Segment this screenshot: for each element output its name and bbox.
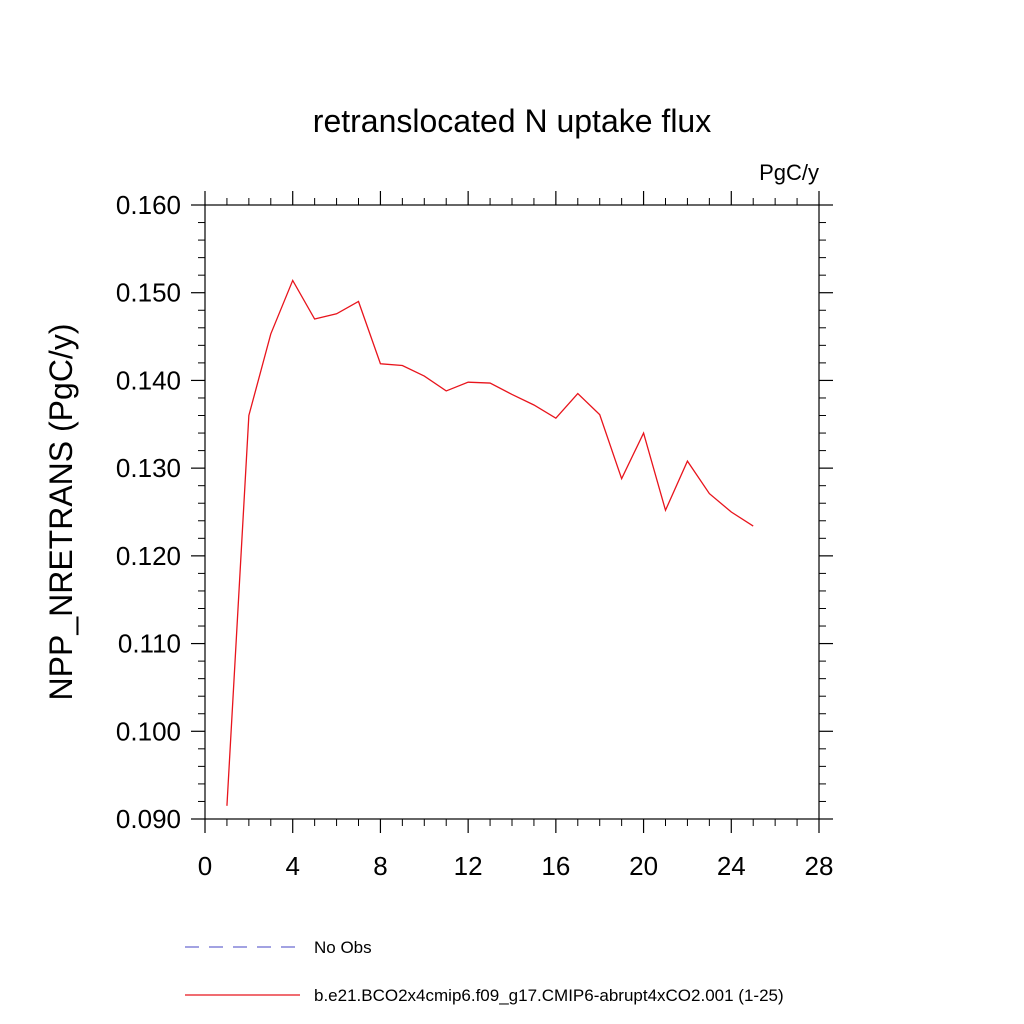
y-tick-label: 0.100 <box>116 716 181 746</box>
data-series <box>226 278 754 806</box>
x-tick-label: 12 <box>454 851 483 881</box>
x-tick-label: 24 <box>717 851 746 881</box>
x-tick-label: 8 <box>373 851 387 881</box>
x-tick-label: 28 <box>805 851 834 881</box>
y-tick-label: 0.130 <box>116 453 181 483</box>
chart-title: retranslocated N uptake flux <box>313 103 711 139</box>
x-tick-label: 16 <box>541 851 570 881</box>
legend-label: b.e21.BCO2x4cmip6.f09_g17.CMIP6-abrupt4x… <box>314 986 784 1005</box>
x-tick-label: 20 <box>629 851 658 881</box>
y-tick-label: 0.160 <box>116 190 181 220</box>
series-line <box>226 278 754 806</box>
x-tick-label: 4 <box>285 851 299 881</box>
y-tick-label: 0.110 <box>118 629 181 659</box>
legend: No Obs b.e21.BCO2x4cmip6.f09_g17.CMIP6-ab… <box>185 938 784 1005</box>
y-tick-label: 0.090 <box>116 804 181 834</box>
plot-frame <box>204 204 820 820</box>
units-label: PgC/y <box>759 160 819 185</box>
y-tick-label: 0.120 <box>116 541 181 571</box>
x-tick-label: 0 <box>198 851 212 881</box>
y-tick-label: 0.140 <box>116 365 181 395</box>
legend-label: No Obs <box>314 938 372 957</box>
axis-ticks: 0 4 8 12 16 20 24 28 0.090 0.100 0.110 0.120 0.130 0.… <box>116 190 834 881</box>
y-tick-label: 0.150 <box>116 278 181 308</box>
y-axis-label: NPP_NRETRANS (PgC/y) <box>43 324 79 701</box>
